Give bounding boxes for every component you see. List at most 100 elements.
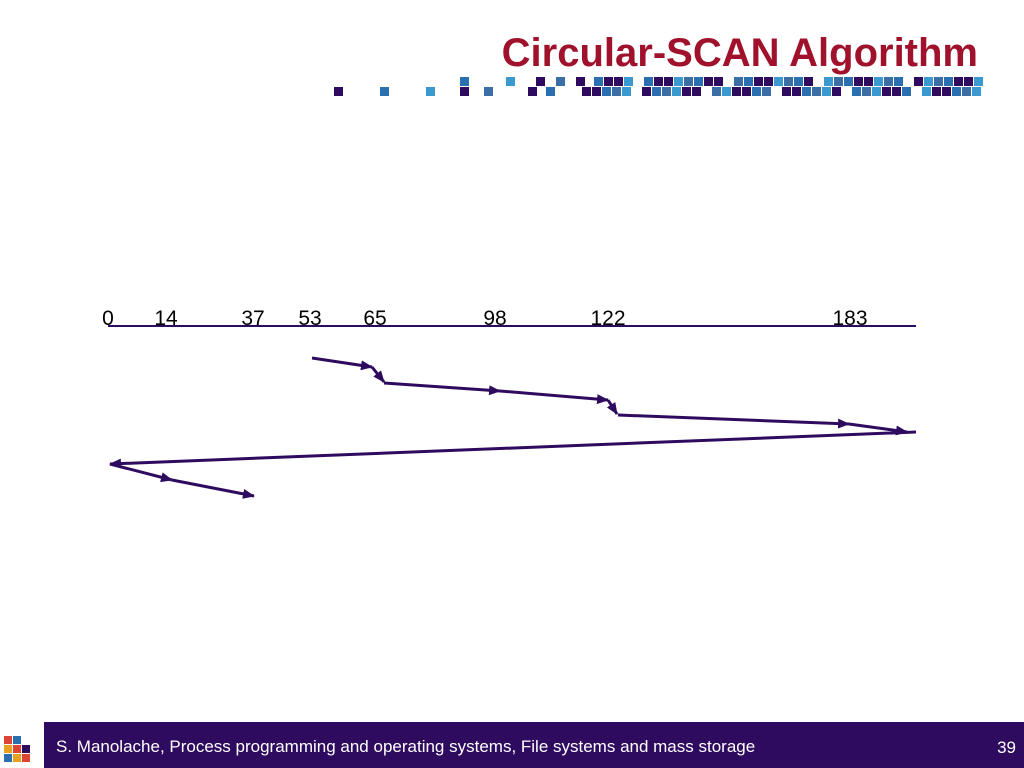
deco-square	[594, 77, 603, 86]
deco-square	[664, 77, 673, 86]
deco-square	[674, 77, 683, 86]
deco-square	[528, 87, 537, 96]
deco-square	[426, 87, 435, 96]
deco-square	[762, 87, 771, 96]
deco-square	[644, 77, 653, 86]
deco-square	[934, 77, 943, 86]
deco-square	[964, 77, 973, 86]
deco-square	[460, 77, 469, 86]
deco-square	[962, 87, 971, 96]
deco-square	[654, 77, 663, 86]
deco-square	[794, 77, 803, 86]
deco-square	[764, 77, 773, 86]
deco-square	[704, 77, 713, 86]
deco-square	[804, 77, 813, 86]
head-path	[109, 356, 917, 499]
arrow	[109, 462, 173, 483]
decoration	[334, 77, 983, 96]
deco-square	[576, 77, 585, 86]
deco-square	[924, 77, 933, 86]
deco-square	[972, 87, 981, 96]
deco-square	[872, 87, 881, 96]
deco-square	[334, 87, 343, 96]
deco-square	[914, 77, 923, 86]
deco-square	[874, 77, 883, 86]
arrow	[383, 381, 501, 396]
deco-square	[944, 77, 953, 86]
deco-square	[694, 77, 703, 86]
deco-square	[582, 87, 591, 96]
arrow	[606, 399, 619, 415]
deco-square	[902, 87, 911, 96]
arrow	[848, 422, 908, 436]
deco-square	[834, 77, 843, 86]
slide-title: Circular-SCAN Algorithm	[502, 31, 978, 75]
arrow	[617, 413, 850, 429]
deco-square	[380, 87, 389, 96]
deco-square	[954, 77, 963, 86]
track-label: 122	[590, 307, 625, 330]
arrow	[171, 478, 255, 499]
deco-square	[952, 87, 961, 96]
deco-square	[942, 87, 951, 96]
deco-square	[884, 77, 893, 86]
deco-square	[742, 87, 751, 96]
deco-square	[614, 77, 623, 86]
deco-square	[682, 87, 691, 96]
deco-square	[662, 87, 671, 96]
deco-square	[672, 87, 681, 96]
deco-square	[802, 87, 811, 96]
deco-square	[622, 87, 631, 96]
deco-square	[864, 77, 873, 86]
deco-square	[624, 77, 633, 86]
deco-square	[546, 87, 555, 96]
deco-square	[732, 87, 741, 96]
deco-square	[604, 77, 613, 86]
logo	[4, 736, 30, 762]
track-label: 0	[102, 307, 114, 330]
deco-square	[460, 87, 469, 96]
deco-square	[602, 87, 611, 96]
deco-square	[832, 87, 841, 96]
deco-square	[506, 77, 515, 86]
deco-square	[752, 87, 761, 96]
footer-bar	[0, 722, 1024, 768]
page-number: 39	[997, 738, 1016, 757]
arrow	[109, 430, 917, 469]
deco-square	[692, 87, 701, 96]
arrow	[499, 389, 609, 405]
deco-square	[744, 77, 753, 86]
deco-square	[932, 87, 941, 96]
deco-square	[684, 77, 693, 86]
deco-square	[484, 87, 493, 96]
deco-square	[892, 87, 901, 96]
arrow	[370, 366, 386, 383]
deco-square	[862, 87, 871, 96]
deco-square	[782, 87, 791, 96]
track-label: 53	[298, 307, 321, 330]
deco-square	[854, 77, 863, 86]
deco-square	[652, 87, 661, 96]
deco-square	[844, 77, 853, 86]
deco-square	[774, 77, 783, 86]
deco-square	[822, 87, 831, 96]
deco-square	[784, 77, 793, 86]
deco-square	[712, 87, 721, 96]
deco-square	[612, 87, 621, 96]
deco-square	[642, 87, 651, 96]
deco-square	[754, 77, 763, 86]
deco-square	[714, 77, 723, 86]
deco-square	[556, 77, 565, 86]
deco-square	[592, 87, 601, 96]
track-label: 37	[241, 307, 264, 330]
deco-square	[974, 77, 983, 86]
deco-square	[734, 77, 743, 86]
track-label: 14	[154, 307, 178, 330]
deco-square	[922, 87, 931, 96]
deco-square	[536, 77, 545, 86]
deco-square	[722, 87, 731, 96]
deco-square	[792, 87, 801, 96]
footer-text: S. Manolache, Process programming and op…	[56, 737, 755, 756]
